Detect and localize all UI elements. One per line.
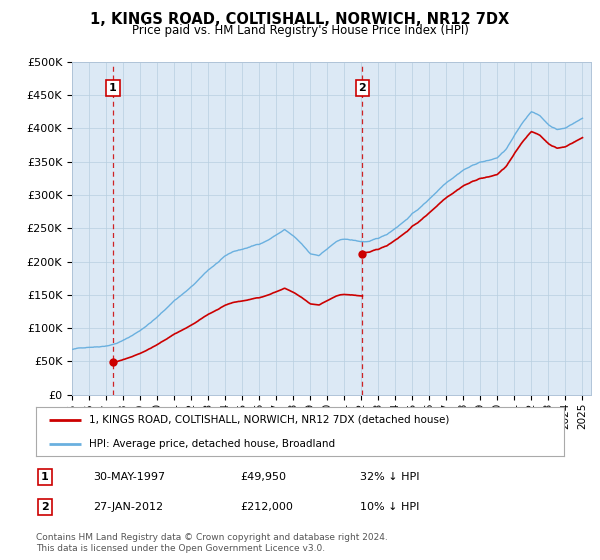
Text: £212,000: £212,000 (240, 502, 293, 512)
Text: 1, KINGS ROAD, COLTISHALL, NORWICH, NR12 7DX: 1, KINGS ROAD, COLTISHALL, NORWICH, NR12… (91, 12, 509, 27)
Text: £49,950: £49,950 (240, 472, 286, 482)
Text: 2: 2 (41, 502, 49, 512)
Text: Price paid vs. HM Land Registry's House Price Index (HPI): Price paid vs. HM Land Registry's House … (131, 24, 469, 37)
Text: 2: 2 (359, 83, 367, 94)
Text: 10% ↓ HPI: 10% ↓ HPI (360, 502, 419, 512)
Text: 1: 1 (109, 83, 117, 94)
Text: Contains HM Land Registry data © Crown copyright and database right 2024.
This d: Contains HM Land Registry data © Crown c… (36, 533, 388, 553)
Text: 30-MAY-1997: 30-MAY-1997 (93, 472, 165, 482)
Text: 32% ↓ HPI: 32% ↓ HPI (360, 472, 419, 482)
Text: 1: 1 (41, 472, 49, 482)
Text: HPI: Average price, detached house, Broadland: HPI: Average price, detached house, Broa… (89, 438, 335, 449)
Text: 1, KINGS ROAD, COLTISHALL, NORWICH, NR12 7DX (detached house): 1, KINGS ROAD, COLTISHALL, NORWICH, NR12… (89, 415, 449, 425)
Text: 27-JAN-2012: 27-JAN-2012 (93, 502, 163, 512)
